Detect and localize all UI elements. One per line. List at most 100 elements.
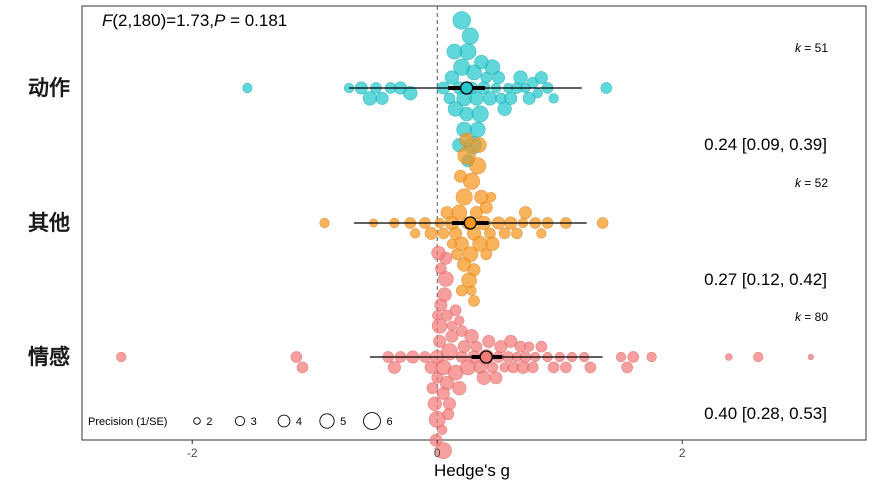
data-point [646, 351, 657, 363]
data-point [627, 351, 640, 363]
x-tick-label: 2 [679, 446, 686, 460]
k-value: = 80 [801, 310, 828, 324]
data-point [548, 93, 559, 104]
data-point [319, 217, 330, 229]
data-point [436, 386, 450, 400]
data-point [432, 310, 443, 321]
k-value: = 51 [801, 41, 828, 55]
data-point [753, 351, 764, 363]
data-point [455, 325, 468, 337]
data-point [469, 121, 486, 138]
data-point [455, 188, 473, 206]
legend-entry-label: 2 [206, 416, 212, 428]
data-point [433, 334, 447, 348]
category-label: 动作 [28, 75, 70, 100]
data-point [452, 381, 467, 396]
stat-f-symbol: F [102, 11, 114, 30]
data-point [444, 70, 460, 85]
stat-annotation: F(2,180)=1.73,P = 0.181 [102, 11, 287, 30]
data-point [518, 206, 532, 220]
x-axis: -2 0 2 [187, 440, 686, 460]
data-point [485, 191, 497, 203]
annotations: k = 51 0.24 [0.09, 0.39] k = 52 0.27 [0.12,… [704, 41, 828, 423]
summary-estimate-point [463, 216, 477, 230]
data-point [431, 245, 446, 261]
data-point [455, 284, 468, 297]
legend-entry-label: 5 [340, 416, 346, 428]
data-point [436, 424, 448, 435]
estimate-ci-label: 0.40 [0.28, 0.53] [704, 404, 827, 423]
k-symbol: k [795, 176, 802, 190]
data-point [451, 248, 463, 261]
legend-circle [277, 414, 291, 428]
data-point [584, 361, 597, 374]
data-point [511, 227, 523, 240]
data-point [724, 353, 733, 361]
data-point [296, 361, 309, 374]
stat-rest: = 0.181 [225, 11, 287, 30]
x-tick-label: 0 [434, 446, 441, 460]
precision-legend: Precision (1/SE) 2 3 4 5 6 [88, 412, 393, 430]
estimate-ci-label: 0.27 [0.12, 0.42] [704, 270, 827, 289]
data-point [464, 329, 479, 344]
data-point [513, 70, 528, 85]
data-point [452, 11, 471, 30]
legend-circle [234, 415, 246, 427]
data-point [437, 287, 452, 302]
data-point [560, 361, 572, 374]
data-point [522, 91, 536, 105]
data-point [600, 82, 613, 94]
k-value: = 52 [801, 176, 828, 190]
data-point [442, 397, 456, 411]
data-point [446, 238, 458, 249]
data-point [459, 106, 474, 122]
data-point [290, 351, 303, 363]
data-point [442, 408, 455, 421]
summary-estimate-point [459, 81, 474, 95]
k-count-label: k = 51 [795, 41, 828, 55]
data-point [467, 263, 481, 277]
stat-p-symbol: P [214, 11, 226, 30]
data-point [403, 86, 418, 101]
estimate-ci-label: 0.24 [0.09, 0.39] [704, 135, 827, 154]
data-point [461, 27, 479, 45]
data-point [454, 169, 468, 183]
data-point [535, 340, 548, 353]
k-count-label: k = 52 [795, 176, 828, 190]
effect-size-points [116, 11, 814, 460]
data-point [504, 334, 518, 348]
data-point [621, 361, 633, 374]
data-point [470, 340, 483, 353]
data-point [482, 334, 496, 348]
data-point [446, 43, 463, 60]
data-point [471, 137, 487, 153]
data-point [471, 105, 489, 123]
k-symbol: k [795, 310, 802, 324]
legend-circle [193, 417, 201, 425]
data-point [466, 64, 482, 81]
data-point [446, 320, 458, 331]
data-point [387, 360, 401, 374]
data-point [468, 295, 480, 307]
data-point [498, 227, 511, 240]
data-point [449, 226, 463, 240]
data-point [523, 341, 535, 352]
data-point [476, 370, 491, 385]
data-point [410, 228, 421, 239]
data-point [375, 91, 389, 105]
data-point [596, 217, 609, 229]
data-point [426, 382, 439, 395]
data-point [532, 88, 543, 99]
data-point [454, 315, 465, 326]
legend-entry-label: 6 [386, 416, 392, 428]
data-point [497, 101, 512, 116]
data-point [807, 353, 814, 361]
data-point [431, 371, 444, 384]
data-point [526, 361, 539, 374]
category-label: 情感 [28, 344, 70, 369]
x-tick-label: -2 [187, 446, 198, 460]
data-point [427, 396, 442, 411]
data-point [504, 91, 518, 105]
